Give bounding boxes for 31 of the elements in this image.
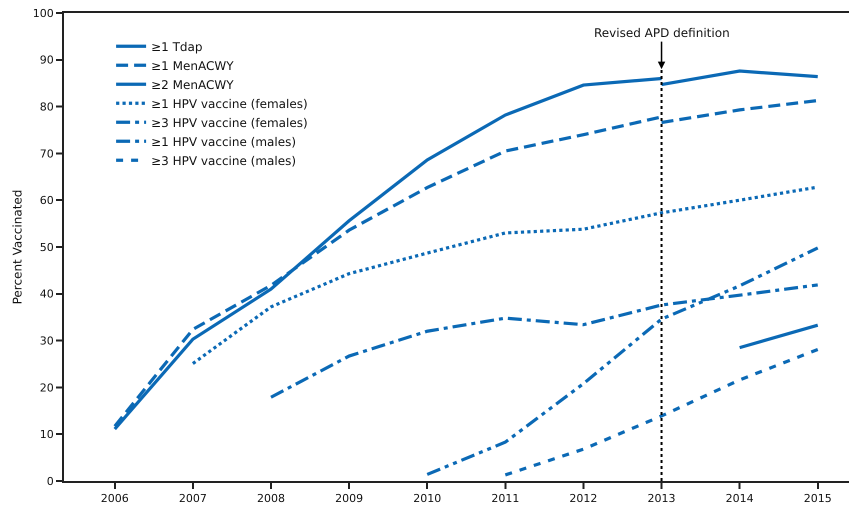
x-tick-label: 2008 bbox=[256, 492, 285, 506]
line-series bbox=[504, 348, 820, 477]
x-tick-label: 2009 bbox=[335, 492, 364, 506]
x-tick-label: 2011 bbox=[491, 492, 520, 506]
y-tick-label: 0 bbox=[46, 474, 54, 488]
x-tick-label: 2014 bbox=[726, 492, 754, 506]
y-tick-label: 60 bbox=[40, 194, 54, 208]
y-tick-label: 20 bbox=[40, 381, 54, 394]
y-tick-label: 50 bbox=[40, 240, 54, 254]
x-tick-label: 2010 bbox=[413, 492, 442, 506]
y-tick-label: 100 bbox=[32, 6, 54, 20]
y-tick-label: 80 bbox=[40, 100, 54, 114]
x-tick-label: 2006 bbox=[100, 492, 129, 506]
y-axis-title: Percent Vaccinated bbox=[10, 190, 25, 304]
x-tick-label: 2013 bbox=[648, 492, 676, 506]
legend-label: ≥2 MenACWY bbox=[151, 78, 234, 92]
legend-label: ≥3 HPV vaccine (females) bbox=[151, 116, 308, 130]
ref-line-label: Revised APD definition bbox=[594, 26, 730, 40]
y-tick-label: 30 bbox=[40, 334, 54, 348]
y-tick-label: 10 bbox=[40, 428, 54, 442]
legend-label: ≥1 MenACWY bbox=[151, 58, 234, 73]
y-tick-label: 40 bbox=[40, 288, 54, 301]
legend-label: ≥3 HPV vaccine (males) bbox=[151, 154, 296, 168]
y-tick-label: 90 bbox=[40, 54, 54, 67]
x-tick-label: 2015 bbox=[804, 492, 832, 506]
y-tick-label: 70 bbox=[40, 147, 54, 160]
x-tick-label: 2012 bbox=[569, 492, 598, 506]
x-tick-label: 2007 bbox=[178, 492, 207, 506]
legend-label: ≥1 HPV vaccine (males) bbox=[151, 134, 296, 149]
legend-label: ≥1 HPV vaccine (females) bbox=[151, 96, 308, 111]
legend-label: ≥1 Tdap bbox=[151, 40, 203, 54]
